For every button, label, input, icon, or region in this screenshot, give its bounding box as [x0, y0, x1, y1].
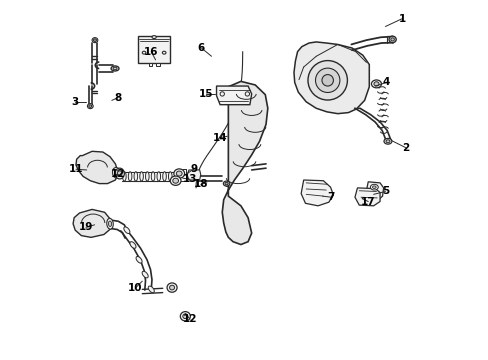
Ellipse shape — [168, 172, 172, 181]
Ellipse shape — [369, 184, 378, 190]
Ellipse shape — [315, 68, 339, 93]
Text: 7: 7 — [327, 192, 334, 202]
Ellipse shape — [385, 140, 389, 143]
Polygon shape — [187, 170, 201, 180]
Ellipse shape — [321, 75, 333, 86]
Ellipse shape — [106, 219, 113, 229]
Ellipse shape — [307, 60, 346, 100]
Text: 1: 1 — [398, 14, 405, 24]
Ellipse shape — [163, 172, 166, 181]
Ellipse shape — [373, 82, 378, 86]
Text: 12: 12 — [183, 314, 197, 324]
Ellipse shape — [93, 39, 96, 41]
Ellipse shape — [167, 283, 177, 292]
Ellipse shape — [111, 66, 119, 71]
Ellipse shape — [372, 186, 375, 188]
Ellipse shape — [176, 171, 182, 176]
Text: 17: 17 — [360, 197, 375, 207]
Ellipse shape — [130, 242, 136, 248]
Ellipse shape — [157, 172, 160, 181]
Polygon shape — [156, 63, 159, 66]
Ellipse shape — [114, 170, 118, 175]
Ellipse shape — [174, 169, 184, 178]
Ellipse shape — [151, 172, 155, 181]
Ellipse shape — [169, 285, 174, 290]
Polygon shape — [216, 86, 251, 105]
Ellipse shape — [244, 92, 249, 96]
Ellipse shape — [148, 286, 154, 293]
Ellipse shape — [388, 36, 395, 42]
Ellipse shape — [115, 168, 124, 179]
Ellipse shape — [92, 38, 98, 42]
Text: 6: 6 — [198, 43, 204, 53]
Ellipse shape — [142, 271, 148, 278]
Ellipse shape — [145, 172, 149, 181]
Ellipse shape — [122, 172, 126, 181]
Ellipse shape — [220, 92, 224, 96]
Text: 8: 8 — [114, 93, 122, 103]
Ellipse shape — [108, 221, 111, 226]
Text: 9: 9 — [190, 164, 197, 174]
Text: 4: 4 — [382, 77, 389, 87]
Text: 15: 15 — [198, 89, 213, 99]
Text: 5: 5 — [381, 186, 388, 197]
Polygon shape — [138, 36, 170, 63]
Ellipse shape — [123, 227, 130, 234]
Ellipse shape — [223, 181, 229, 186]
Ellipse shape — [162, 51, 165, 54]
Ellipse shape — [136, 256, 142, 263]
Text: 13: 13 — [183, 174, 197, 184]
Polygon shape — [293, 42, 368, 114]
Polygon shape — [76, 151, 118, 184]
Ellipse shape — [112, 167, 120, 178]
Text: 10: 10 — [128, 283, 142, 293]
Ellipse shape — [89, 105, 92, 107]
Polygon shape — [301, 180, 333, 206]
Text: 16: 16 — [144, 46, 158, 57]
Ellipse shape — [152, 36, 156, 39]
Ellipse shape — [172, 178, 178, 183]
Ellipse shape — [180, 312, 190, 321]
Ellipse shape — [390, 38, 394, 41]
Ellipse shape — [140, 172, 143, 181]
Ellipse shape — [134, 172, 137, 181]
Ellipse shape — [383, 138, 391, 144]
Text: 12: 12 — [111, 168, 125, 179]
Ellipse shape — [183, 314, 187, 319]
Text: 2: 2 — [402, 143, 408, 153]
Ellipse shape — [113, 67, 117, 70]
Text: 3: 3 — [71, 97, 79, 107]
Ellipse shape — [170, 176, 181, 185]
Polygon shape — [73, 210, 111, 237]
Polygon shape — [148, 63, 152, 66]
Polygon shape — [354, 188, 379, 206]
Text: 14: 14 — [212, 133, 227, 143]
Ellipse shape — [128, 172, 132, 181]
Ellipse shape — [224, 182, 228, 185]
Ellipse shape — [87, 104, 93, 109]
Text: 11: 11 — [68, 164, 83, 174]
Polygon shape — [222, 81, 267, 244]
Ellipse shape — [371, 80, 381, 88]
Polygon shape — [366, 182, 383, 201]
Ellipse shape — [142, 51, 145, 54]
Text: 18: 18 — [193, 179, 207, 189]
Ellipse shape — [117, 171, 122, 176]
Text: 19: 19 — [79, 222, 93, 232]
